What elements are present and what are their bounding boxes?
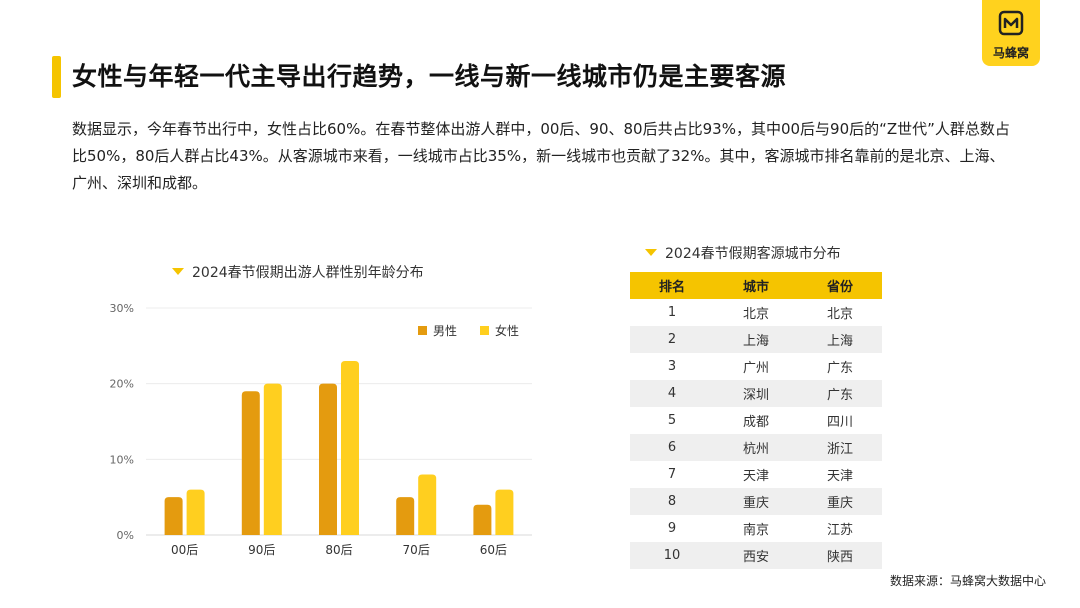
header-rank: 排名 <box>630 272 714 299</box>
table-row: 8 重庆 重庆 <box>630 488 882 515</box>
province-cell: 陕西 <box>798 542 882 569</box>
city-cell: 成都 <box>742 415 769 430</box>
province-cell: 江苏 <box>826 523 853 538</box>
city-cell: 天津 <box>742 469 769 484</box>
rank-cell: 3 <box>667 359 677 374</box>
table-row: 1 北京 北京 <box>630 299 882 326</box>
logo-text: 马蜂窝 <box>992 46 1029 60</box>
city-cell: 重庆 <box>714 488 798 515</box>
province-cell: 重庆 <box>798 488 882 515</box>
y-tick-label: 20% <box>110 378 134 391</box>
x-tick-label: 80后 <box>325 543 352 557</box>
rank-cell: 9 <box>667 521 677 536</box>
bar <box>495 489 514 535</box>
city-cell: 南京 <box>742 523 769 538</box>
rank-cell: 1 <box>667 305 677 320</box>
legend-swatch <box>480 326 489 335</box>
table-row: 4 深圳 广东 <box>630 380 882 407</box>
header-city: 城市 <box>714 272 798 299</box>
table-row: 7 天津 天津 <box>630 461 882 488</box>
province-cell: 天津 <box>826 469 853 484</box>
legend-label: 男性 <box>433 324 457 338</box>
bar <box>186 489 205 535</box>
table-row: 10 西安 陕西 <box>630 542 882 569</box>
logo-mark-icon <box>998 10 1024 36</box>
logo: 马蜂窝 <box>982 0 1040 66</box>
bar <box>396 497 415 535</box>
city-cell: 北京 <box>742 307 769 322</box>
table-row: 6 杭州 浙江 <box>630 434 882 461</box>
city-table: 排名 城市 省份 1 北京 北京 2 上海 上海 3 广州 广东 4 深圳 广东 5 成都 四川 6… <box>630 272 882 569</box>
page-title: 女性与年轻一代主导出行趋势，一线与新一线城市仍是主要客源 <box>72 62 787 91</box>
y-tick-label: 0% <box>117 529 134 542</box>
rank-cell: 7 <box>667 467 677 482</box>
rank-cell: 2 <box>630 326 714 353</box>
city-cell: 西安 <box>714 542 798 569</box>
y-tick-label: 10% <box>110 453 134 466</box>
triangle-marker-icon <box>172 267 184 275</box>
province-cell: 北京 <box>826 307 853 322</box>
table-title: 2024春节假期客源城市分布 <box>645 243 841 263</box>
bar <box>341 360 359 535</box>
bar <box>164 497 183 535</box>
bar <box>473 504 492 535</box>
city-cell: 上海 <box>714 326 798 353</box>
table-row: 2 上海 上海 <box>630 326 882 353</box>
title-accent-bar <box>52 56 61 98</box>
header-province: 省份 <box>798 272 882 299</box>
bar-chart: 0% 10% 20% 30% 00后 90后 80后 70后 60后 男性 女性 <box>110 302 532 557</box>
chart-title-text: 2024春节假期出游人群性别年龄分布 <box>192 265 424 281</box>
bar <box>418 474 437 535</box>
table-title-text: 2024春节假期客源城市分布 <box>665 246 841 262</box>
bar <box>263 383 282 535</box>
data-source-note: 数据来源：马蜂窝大数据中心 <box>889 574 1046 588</box>
province-cell: 上海 <box>798 326 882 353</box>
city-table-container: 排名 城市 省份 1 北京 北京 2 上海 上海 3 广州 广东 4 深圳 广东 5 成都 四川 6… <box>630 272 882 569</box>
rank-cell: 4 <box>630 380 714 407</box>
chart-title: 2024春节假期出游人群性别年龄分布 <box>172 262 424 282</box>
province-cell: 浙江 <box>798 434 882 461</box>
rank-cell: 10 <box>630 542 714 569</box>
city-cell: 深圳 <box>714 380 798 407</box>
rank-cell: 8 <box>630 488 714 515</box>
y-tick-label: 30% <box>110 302 134 315</box>
rank-cell: 6 <box>630 434 714 461</box>
table-row: 3 广州 广东 <box>630 353 882 380</box>
rank-cell: 5 <box>667 413 677 428</box>
legend-swatch <box>418 326 427 335</box>
triangle-marker-icon <box>645 248 657 256</box>
table-row: 9 南京 江苏 <box>630 515 882 542</box>
x-tick-label: 70后 <box>403 543 430 557</box>
table-header-row: 排名 城市 省份 <box>630 272 882 299</box>
x-tick-label: 90后 <box>248 543 275 557</box>
city-cell: 杭州 <box>714 434 798 461</box>
province-cell: 广东 <box>798 380 882 407</box>
table-row: 5 成都 四川 <box>630 407 882 434</box>
x-tick-label: 60后 <box>480 543 507 557</box>
legend-label: 女性 <box>495 323 519 338</box>
bar <box>241 391 260 535</box>
city-cell: 广州 <box>742 361 769 376</box>
x-tick-label: 00后 <box>171 543 198 557</box>
intro-paragraph: 数据显示，今年春节出行中，女性占比60%。在春节整体出游人群中，00后、90、8… <box>72 120 1010 192</box>
province-cell: 广东 <box>826 361 853 376</box>
bar <box>319 383 337 535</box>
province-cell: 四川 <box>826 415 853 430</box>
